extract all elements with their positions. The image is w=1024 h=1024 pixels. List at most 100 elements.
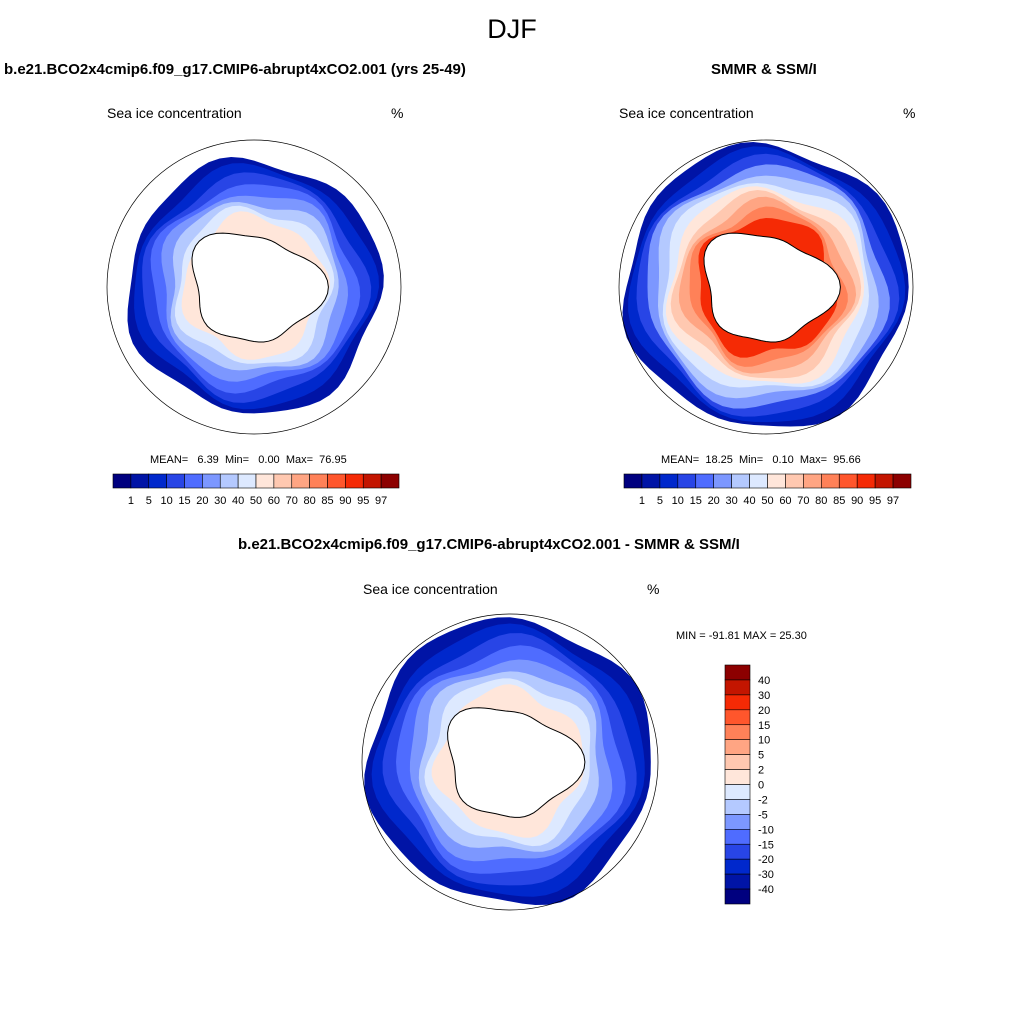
colorbar-swatch (856, 473, 876, 489)
colorbar-tick-label: 50 (761, 495, 773, 507)
colorbar-tick-label: 50 (250, 495, 262, 507)
panel-2-min-value: 0.10 (772, 454, 794, 466)
colorbar-tick-label: 95 (869, 495, 881, 507)
colorbar-swatch (219, 473, 239, 489)
map-panel-2 (618, 139, 914, 435)
colorbar-tick-label: -30 (758, 869, 774, 881)
panel-1-stats: MEAN= 6.39 Min= 0.00 Max= 76.95 (150, 454, 347, 466)
colorbar-tick-label: 15 (178, 495, 190, 507)
map-boundary-circle (106, 139, 402, 435)
colorbar-swatch (659, 473, 679, 489)
antarctica-coastline (703, 232, 841, 343)
colorbar-swatch (724, 754, 751, 770)
colorbar-swatch (623, 473, 643, 489)
panel-3-units-label: % (647, 581, 660, 597)
colorbar-swatch (148, 473, 167, 489)
colorbar-swatch (724, 664, 751, 681)
panel-2-max-value: 95.66 (833, 454, 861, 466)
colorbar-tick-label: -2 (758, 794, 768, 806)
colorbar-swatch (641, 473, 661, 489)
colorbar-tick-label: 10 (758, 735, 770, 747)
panel-3-title: b.e21.BCO2x4cmip6.f09_g17.CMIP6-abrupt4x… (238, 536, 740, 553)
colorbar-tick-label: 60 (779, 495, 791, 507)
colorbar-tick-label: 2 (758, 765, 764, 777)
colorbar-swatch (130, 473, 150, 489)
panel-1-variable-label: Sea ice concentration (107, 105, 242, 121)
colorbar-tick-label: 90 (851, 495, 863, 507)
colorbar-swatch (724, 679, 751, 696)
colorbar-tick-label: 15 (690, 495, 702, 507)
colorbar-swatch (874, 473, 894, 489)
colorbar-tick-label: 5 (146, 495, 152, 507)
colorbar-tick-label: 15 (758, 720, 770, 732)
map-panel-3 (361, 613, 659, 911)
colorbar-swatch (724, 769, 751, 785)
colorbar-swatch (291, 473, 310, 489)
colorbar-swatch (724, 829, 751, 845)
colorbar-tick-label: 80 (304, 495, 316, 507)
colorbar-tick-label: 10 (672, 495, 684, 507)
colorbar-panel-1: 1 5 10 15 20 30 40 50 60 70 80 85 90 95 97 (112, 473, 400, 507)
colorbar-tick-label: -10 (758, 824, 774, 836)
antarctica-coastline (191, 232, 329, 343)
panel-1-mean-value: 6.39 (197, 454, 219, 466)
colorbar-tick-label: 20 (708, 495, 720, 507)
colorbar-tick-label: -15 (758, 839, 774, 851)
colorbar-tick-label: 20 (758, 705, 770, 717)
panel-2-stats: MEAN= 18.25 Min= 0.10 Max= 95.66 (661, 454, 861, 466)
colorbar-swatch (724, 873, 751, 890)
colorbar-tick-label: 0 (758, 780, 764, 792)
colorbar-tick-label: 70 (286, 495, 298, 507)
colorbar-tick-label: 30 (214, 495, 226, 507)
panel-1-max-label: Max= (285, 454, 314, 466)
panel-2-mean-label: MEAN= (661, 454, 700, 466)
colorbar-swatch (785, 473, 804, 489)
colorbar-tick-label: -20 (758, 854, 774, 866)
colorbar-tick-label: -5 (758, 809, 768, 821)
colorbar-swatch (724, 843, 751, 860)
colorbar-swatch (724, 709, 751, 726)
colorbar-swatch (184, 473, 203, 489)
colorbar-tick-label: 40 (743, 495, 755, 507)
colorbar-tick-label: 60 (268, 495, 280, 507)
panel-2-variable-label: Sea ice concentration (619, 105, 754, 121)
colorbar-swatch (749, 473, 768, 489)
panel-2-mean-value: 18.25 (705, 454, 733, 466)
panel-2-max-label: Max= (799, 454, 828, 466)
colorbar-tick-label: -40 (758, 884, 774, 896)
colorbar-swatch (380, 473, 400, 489)
colorbar-tick-label: 40 (758, 675, 770, 687)
colorbar-swatch (166, 473, 185, 489)
colorbar-swatch (677, 473, 697, 489)
colorbar-swatch (724, 724, 751, 740)
colorbar-tick-label: 80 (815, 495, 827, 507)
colorbar-swatch (767, 473, 786, 489)
colorbar-swatch (713, 473, 732, 489)
panel-2-min-label: Min= (739, 454, 764, 466)
colorbar-tick-label: 30 (726, 495, 738, 507)
colorbar-swatch (327, 473, 346, 489)
colorbar-swatch (695, 473, 714, 489)
panel-1-min-value: 0.00 (258, 454, 280, 466)
colorbar-tick-label: 70 (797, 495, 809, 507)
panel-1-title: b.e21.BCO2x4cmip6.f09_g17.CMIP6-abrupt4x… (4, 61, 466, 78)
page-title: DJF (487, 14, 537, 44)
colorbar-swatch (724, 739, 751, 755)
panel-1-max-value: 76.95 (319, 454, 347, 466)
colorbar-tick-label: 97 (887, 495, 899, 507)
colorbar-tick-label: 95 (357, 495, 369, 507)
colorbar-swatch (724, 799, 751, 815)
colorbar-tick-label: 85 (833, 495, 845, 507)
colorbar-swatch (731, 473, 750, 489)
colorbar-tick-label: 30 (758, 690, 770, 702)
colorbar-panel-2: 1 5 10 15 20 30 40 50 60 70 80 85 90 95 97 (623, 473, 912, 507)
colorbar-swatch (892, 473, 912, 489)
colorbar-swatch (345, 473, 364, 489)
colorbar-swatch (112, 473, 132, 489)
colorbar-tick-label: 5 (758, 750, 764, 762)
colorbar-swatch (724, 784, 751, 800)
colorbar-swatch (724, 814, 751, 830)
colorbar-swatch (724, 858, 751, 875)
